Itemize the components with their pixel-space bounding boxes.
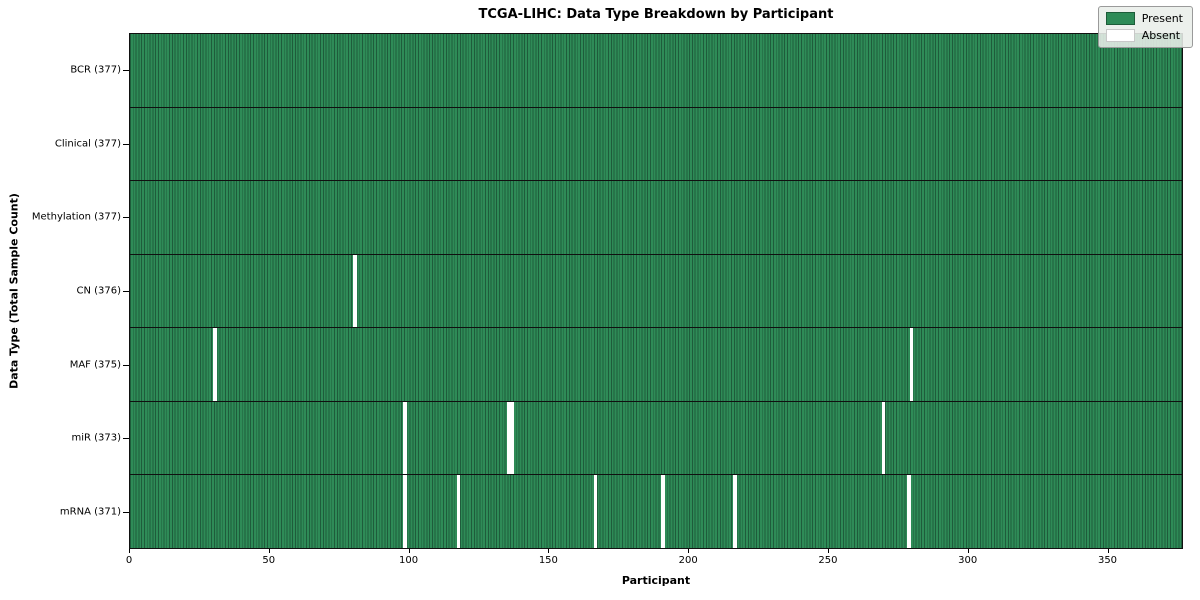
- absent-gap: [506, 401, 511, 475]
- absent-gap: [403, 401, 408, 475]
- y-tick-mark: [123, 217, 129, 219]
- x-tick-mark: [408, 549, 410, 553]
- x-tick-mark: [688, 549, 690, 553]
- absent-gap: [733, 475, 738, 549]
- heatmap-plot-area: [129, 33, 1183, 549]
- absent-swatch-icon: [1105, 29, 1135, 42]
- absent-gap: [881, 401, 886, 475]
- absent-gap: [213, 328, 218, 401]
- x-axis-title: Participant: [621, 574, 691, 587]
- y-tick-label-CN: CN (376): [76, 285, 121, 297]
- heatmap-row-Clinical: [130, 107, 1182, 182]
- heatmap-row-CN: [130, 254, 1182, 329]
- absent-gap: [353, 254, 358, 328]
- legend-absent-label: Absent: [1141, 29, 1181, 42]
- y-tick-label-miR: miR (373): [71, 432, 121, 444]
- legend-entry-present: Present: [1105, 12, 1183, 25]
- x-tick-label: 200: [678, 555, 698, 566]
- x-tick-mark: [827, 549, 829, 553]
- x-tick-label: 250: [818, 555, 838, 566]
- y-tick-mark: [123, 69, 129, 71]
- y-tick-label-mRNA: mRNA (371): [59, 506, 121, 518]
- x-tick-label: 350: [1097, 555, 1118, 566]
- present-swatch-icon: [1105, 12, 1135, 25]
- absent-gap: [660, 475, 665, 549]
- x-tick-mark: [129, 549, 130, 553]
- legend-present-label: Present: [1141, 12, 1183, 25]
- heatmap-row-mRNA: [130, 475, 1182, 549]
- y-tick-label-Methylation: Methylation (377): [31, 211, 121, 223]
- y-tick-mark: [123, 291, 129, 292]
- heatmap-row-MAF: [130, 328, 1182, 402]
- x-tick-label: 0: [125, 555, 133, 566]
- absent-gap: [509, 401, 514, 475]
- y-tick-label-Clinical: Clinical (377): [54, 138, 121, 150]
- heatmap-row-miR: [130, 401, 1182, 476]
- absent-gap: [906, 475, 911, 549]
- absent-gap: [456, 475, 461, 549]
- heatmap-row-BCR: [130, 34, 1182, 108]
- x-tick-label: 150: [538, 555, 558, 566]
- y-tick-mark: [123, 364, 129, 366]
- y-tick-mark: [123, 438, 129, 440]
- absent-gap: [909, 328, 914, 401]
- x-tick-label: 300: [958, 555, 978, 566]
- x-tick-label: 100: [399, 555, 419, 566]
- x-tick-mark: [548, 549, 550, 553]
- heatmap-row-Methylation: [130, 181, 1182, 255]
- y-tick-label-BCR: BCR (377): [70, 64, 121, 76]
- x-tick-label: 50: [262, 555, 276, 566]
- x-tick-mark: [268, 549, 270, 553]
- y-tick-label-MAF: MAF (375): [69, 359, 121, 371]
- chart-title: TCGA-LIHC: Data Type Breakdown by Partic…: [478, 7, 834, 22]
- x-tick-mark: [967, 549, 969, 553]
- x-tick-mark: [1107, 549, 1109, 553]
- y-tick-mark: [123, 143, 129, 145]
- absent-gap: [403, 475, 408, 549]
- legend-entry-absent: Absent: [1105, 29, 1183, 42]
- y-tick-mark: [123, 512, 129, 514]
- legend: Present Absent: [1097, 6, 1193, 48]
- absent-gap: [593, 475, 598, 549]
